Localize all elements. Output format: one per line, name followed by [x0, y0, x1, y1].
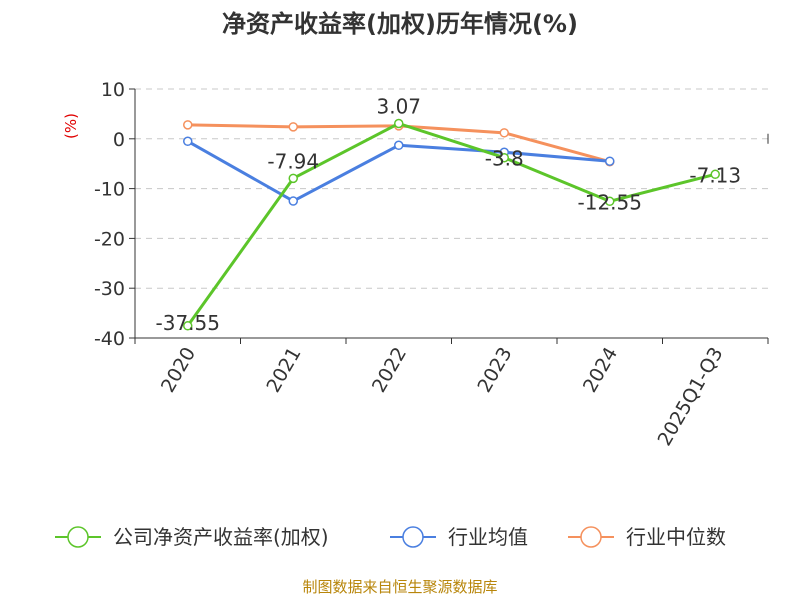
data-point — [183, 136, 193, 147]
data-point — [605, 156, 615, 166]
data-point — [605, 196, 615, 207]
data-label: -3.8 — [485, 147, 524, 171]
data-point — [288, 173, 298, 184]
data-point — [710, 169, 720, 180]
x-tick-label: 2025Q1-Q3 — [654, 344, 728, 450]
data-label: 3.07 — [376, 95, 421, 119]
legend-swatch-marker — [67, 526, 89, 548]
y-tick-label: 10 — [101, 79, 125, 101]
data-point — [394, 118, 404, 129]
data-label: -37.55 — [156, 311, 220, 335]
series-line — [186, 122, 716, 327]
legend-swatch-marker — [402, 526, 424, 548]
legend-swatch-marker — [580, 526, 602, 548]
x-tick-label: 2020 — [157, 344, 200, 397]
series-line — [187, 139, 610, 203]
data-label: -7.94 — [267, 149, 319, 173]
data-point — [499, 152, 509, 163]
y-tick-label: -30 — [94, 278, 125, 300]
data-point — [183, 120, 193, 130]
data-label: -7.13 — [689, 163, 741, 187]
chart-title: 净资产收益率(加权)历年情况(%) — [222, 10, 578, 38]
y-tick-label: -10 — [94, 179, 125, 201]
x-tick-label: 2022 — [368, 344, 411, 397]
y-tick-label: -20 — [94, 228, 125, 250]
source-note: 制图数据来自恒生聚源数据库 — [302, 578, 497, 596]
data-point — [394, 140, 404, 151]
data-point — [288, 196, 298, 206]
y-tick-label: 0 — [113, 129, 125, 151]
data-point — [183, 321, 193, 331]
y-axis-unit-label: (%) — [62, 113, 80, 139]
data-point — [288, 122, 298, 132]
data-label: -12.55 — [578, 190, 642, 214]
legend-label: 行业均值 — [448, 525, 528, 549]
x-tick-label: 2021 — [262, 344, 305, 397]
x-tick-label: 2024 — [579, 344, 622, 397]
series-lines — [183, 118, 720, 331]
legend: 公司净资产收益率(加权) 行业均值 行业中位数 — [55, 525, 726, 549]
legend-label: 行业中位数 — [626, 525, 726, 549]
legend-label: 公司净资产收益率(加权) — [113, 525, 329, 549]
x-tick-label: 2023 — [473, 344, 516, 397]
data-labels: -37.55 -7.94 3.07 -3.8 -12.55 -7.13 — [156, 95, 742, 335]
y-tick-label: -40 — [94, 328, 125, 350]
data-point — [499, 128, 509, 138]
